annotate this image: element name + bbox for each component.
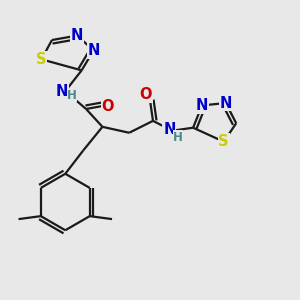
Text: N: N (163, 122, 176, 137)
Text: O: O (139, 87, 152, 102)
Text: H: H (67, 89, 77, 102)
Text: S: S (218, 134, 229, 149)
Text: S: S (36, 52, 47, 67)
Text: O: O (101, 98, 114, 113)
Text: N: N (196, 98, 208, 113)
Text: N: N (87, 43, 100, 58)
Text: N: N (56, 84, 68, 99)
Text: N: N (71, 28, 83, 43)
Text: H: H (173, 131, 183, 144)
Text: N: N (220, 95, 232, 110)
